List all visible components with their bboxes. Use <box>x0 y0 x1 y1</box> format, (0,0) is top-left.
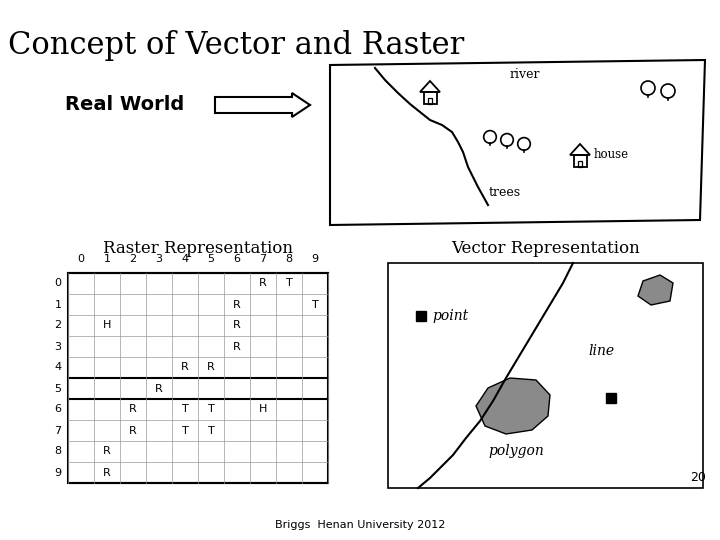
Text: 8: 8 <box>55 447 62 456</box>
Text: 1: 1 <box>55 300 61 309</box>
Text: T: T <box>312 300 318 309</box>
Text: 0: 0 <box>55 279 61 288</box>
Text: 4: 4 <box>55 362 62 373</box>
Text: R: R <box>181 362 189 373</box>
Text: point: point <box>432 309 468 323</box>
Text: house: house <box>594 148 629 161</box>
Text: T: T <box>181 404 189 415</box>
Text: R: R <box>103 447 111 456</box>
Text: T: T <box>286 279 292 288</box>
Text: 1: 1 <box>104 254 110 264</box>
FancyArrow shape <box>215 93 310 117</box>
Text: 9: 9 <box>312 254 318 264</box>
Text: 5: 5 <box>55 383 61 394</box>
Bar <box>574 155 587 167</box>
Text: Real World: Real World <box>66 96 184 114</box>
Text: R: R <box>207 362 215 373</box>
Text: T: T <box>207 404 215 415</box>
Text: 6: 6 <box>233 254 240 264</box>
Text: R: R <box>129 426 137 435</box>
Text: 3: 3 <box>156 254 163 264</box>
Text: Briggs  Henan University 2012: Briggs Henan University 2012 <box>275 520 445 530</box>
Bar <box>388 263 703 488</box>
Text: 9: 9 <box>55 468 62 477</box>
Text: 5: 5 <box>207 254 215 264</box>
Bar <box>578 160 582 167</box>
Text: line: line <box>588 344 614 358</box>
Text: R: R <box>259 279 267 288</box>
Bar <box>416 311 426 321</box>
Text: polygon: polygon <box>488 444 544 458</box>
Text: R: R <box>155 383 163 394</box>
Bar <box>423 92 436 104</box>
Text: 6: 6 <box>55 404 61 415</box>
Text: 8: 8 <box>285 254 292 264</box>
Text: 7: 7 <box>55 426 62 435</box>
Bar <box>428 98 432 104</box>
Text: T: T <box>181 426 189 435</box>
Text: 20: 20 <box>690 471 706 484</box>
Text: river: river <box>510 68 541 80</box>
Text: 0: 0 <box>78 254 84 264</box>
Text: 7: 7 <box>259 254 266 264</box>
Polygon shape <box>638 275 673 305</box>
Text: 2: 2 <box>55 321 62 330</box>
Bar <box>68 273 328 483</box>
Text: H: H <box>258 404 267 415</box>
Text: Raster Representation: Raster Representation <box>103 240 293 257</box>
Text: 2: 2 <box>130 254 137 264</box>
Text: Vector Representation: Vector Representation <box>451 240 640 257</box>
Text: T: T <box>207 426 215 435</box>
Bar <box>606 393 616 403</box>
Text: R: R <box>233 321 241 330</box>
Polygon shape <box>476 378 550 434</box>
Text: trees: trees <box>489 186 521 199</box>
Text: 4: 4 <box>181 254 189 264</box>
Text: R: R <box>233 341 241 352</box>
Text: Concept of Vector and Raster: Concept of Vector and Raster <box>8 30 464 61</box>
Text: H: H <box>103 321 111 330</box>
Text: R: R <box>103 468 111 477</box>
Text: R: R <box>233 300 241 309</box>
Polygon shape <box>330 60 705 225</box>
Text: 3: 3 <box>55 341 61 352</box>
Text: R: R <box>129 404 137 415</box>
